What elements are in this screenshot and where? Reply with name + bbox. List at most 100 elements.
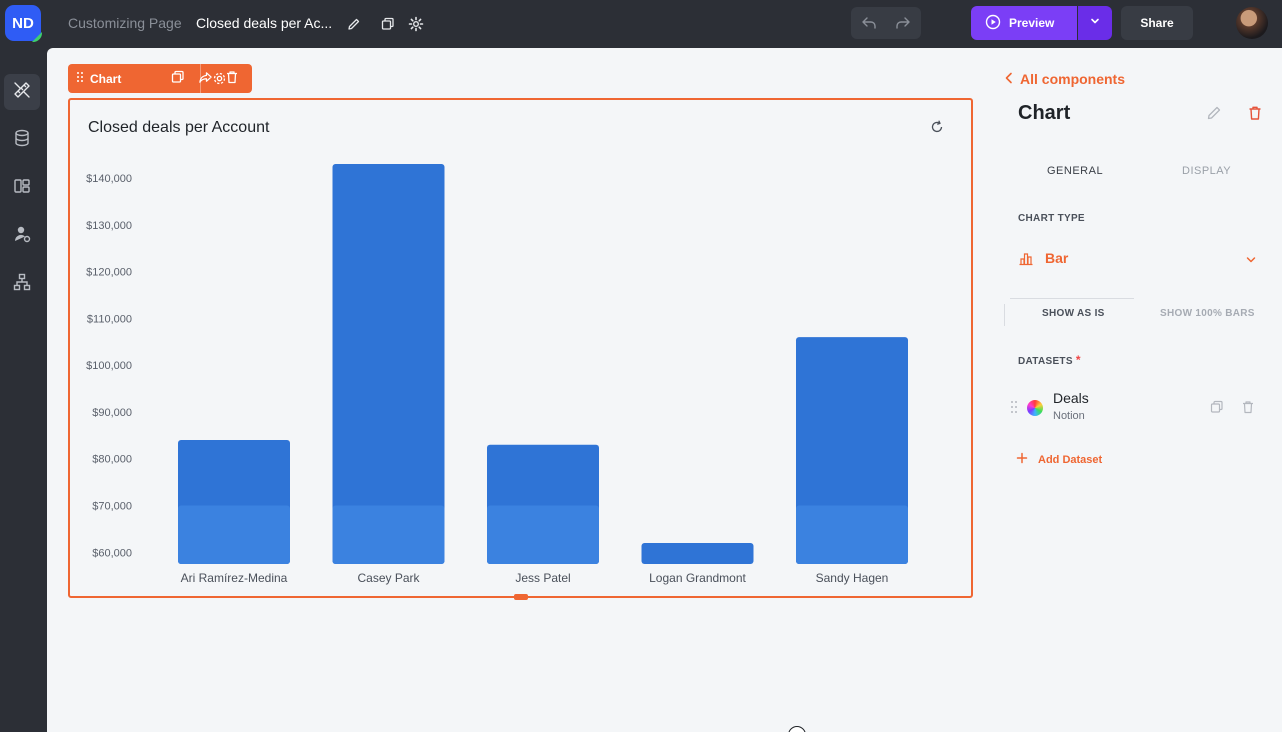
redo-icon[interactable] bbox=[894, 14, 912, 32]
y-tick-label: $110,000 bbox=[87, 313, 132, 325]
panel-tabs: GENERAL DISPLAY bbox=[1006, 158, 1272, 188]
bar[interactable] bbox=[332, 164, 445, 564]
undo-icon[interactable] bbox=[860, 14, 878, 32]
bar-chart: $60,000 $70,000 $80,000 $90,000 $100,000 $110… bbox=[86, 164, 908, 585]
required-mark: * bbox=[1075, 353, 1081, 367]
dataset-duplicate-icon[interactable] bbox=[1210, 400, 1224, 419]
avatar[interactable] bbox=[1236, 7, 1268, 39]
panel-title: Chart bbox=[1018, 102, 1071, 124]
show-as-is-option[interactable]: SHOW AS IS bbox=[1042, 308, 1105, 319]
component-share-icon[interactable] bbox=[198, 70, 215, 87]
pencil-icon[interactable] bbox=[344, 14, 364, 34]
bar-lower-segment bbox=[487, 505, 599, 564]
plus-icon bbox=[1016, 452, 1028, 467]
resize-handle[interactable] bbox=[514, 594, 528, 600]
design-tools-icon bbox=[12, 80, 32, 105]
bar[interactable] bbox=[178, 440, 290, 564]
gear-icon[interactable] bbox=[406, 14, 426, 34]
bar[interactable] bbox=[796, 337, 908, 564]
bar-fill bbox=[641, 542, 754, 564]
bar-lower-segment bbox=[178, 505, 290, 564]
y-tick-label: $60,000 bbox=[92, 547, 132, 559]
bar-chart-icon bbox=[1018, 250, 1034, 271]
layout-icon bbox=[12, 176, 32, 201]
y-tick-label: $120,000 bbox=[86, 267, 132, 279]
y-tick-label: $140,000 bbox=[86, 173, 132, 185]
dataset-name: Deals bbox=[1053, 390, 1089, 406]
bar[interactable] bbox=[487, 444, 599, 564]
duplicate-icon[interactable] bbox=[378, 14, 398, 34]
show-100-bars-option[interactable]: SHOW 100% BARS bbox=[1160, 308, 1255, 319]
dataset-item[interactable]: Deals Notion bbox=[1010, 388, 1262, 428]
chart-component[interactable]: Closed deals per Account $60,000 $70,000 $… bbox=[68, 98, 973, 600]
dataset-source: Notion bbox=[1053, 410, 1085, 422]
datasets-label: DATASETS * bbox=[1018, 353, 1081, 367]
y-tick-label: $70,000 bbox=[92, 501, 132, 513]
preview-options-button[interactable] bbox=[1078, 6, 1112, 40]
segment-divider bbox=[1004, 304, 1005, 326]
all-components-link[interactable]: All components bbox=[1004, 71, 1125, 87]
play-circle-icon bbox=[985, 14, 1001, 33]
breadcrumb[interactable]: Customizing Page bbox=[68, 15, 182, 31]
sitemap-icon bbox=[12, 272, 32, 297]
bar-fill bbox=[332, 164, 445, 564]
bar-lower-segment bbox=[796, 505, 908, 564]
dataset-color-icon[interactable] bbox=[1027, 400, 1043, 416]
x-category-label: Casey Park bbox=[357, 571, 420, 585]
bar-mode-toggle: SHOW AS IS SHOW 100% BARS bbox=[1004, 298, 1270, 328]
y-tick-label: $90,000 bbox=[92, 407, 132, 419]
x-category-label: Logan Grandmont bbox=[649, 571, 746, 585]
rail-item-data[interactable] bbox=[4, 122, 40, 158]
rail-item-users[interactable] bbox=[4, 218, 40, 254]
y-tick-label: $130,000 bbox=[86, 220, 132, 232]
add-dataset-label: Add Dataset bbox=[1038, 453, 1103, 466]
component-type-label: Chart bbox=[90, 71, 122, 86]
chevron-left-icon bbox=[1004, 71, 1014, 87]
drag-dots-icon[interactable] bbox=[1010, 400, 1018, 419]
chart-type-value: Bar bbox=[1045, 250, 1069, 266]
tab-display[interactable]: DISPLAY bbox=[1182, 165, 1232, 177]
x-category-label: Ari Ramírez-Medina bbox=[181, 571, 288, 585]
app-logo[interactable]: ND bbox=[5, 5, 42, 42]
tab-general[interactable]: GENERAL bbox=[1047, 165, 1104, 177]
dataset-delete-icon[interactable] bbox=[1241, 400, 1255, 419]
chart-type-label: CHART TYPE bbox=[1018, 213, 1085, 224]
rail-item-pages[interactable] bbox=[4, 170, 40, 206]
add-dataset-button[interactable]: Add Dataset bbox=[1016, 452, 1102, 467]
preview-label: Preview bbox=[1009, 16, 1055, 30]
drag-handle[interactable]: Chart bbox=[76, 64, 121, 93]
segment-active-indicator bbox=[1010, 298, 1134, 299]
all-components-label: All components bbox=[1020, 71, 1126, 87]
rail-item-design[interactable] bbox=[4, 74, 40, 110]
delete-component-icon[interactable] bbox=[1247, 105, 1265, 123]
user-settings-icon bbox=[12, 224, 32, 249]
bar-lower-segment bbox=[332, 505, 445, 564]
left-rail bbox=[0, 48, 47, 732]
logo-text: ND bbox=[12, 14, 34, 32]
chart-type-select[interactable]: Bar bbox=[1018, 248, 1262, 270]
component-duplicate-icon[interactable] bbox=[171, 70, 188, 87]
component-delete-icon[interactable] bbox=[225, 70, 242, 87]
x-category-label: Jess Patel bbox=[515, 571, 570, 585]
chevron-down-icon bbox=[1245, 253, 1257, 271]
y-tick-label: $100,000 bbox=[86, 360, 132, 372]
page-title[interactable]: Closed deals per Ac... bbox=[196, 15, 333, 31]
x-category-label: Sandy Hagen bbox=[816, 571, 889, 585]
share-button[interactable]: Share bbox=[1121, 6, 1193, 40]
chart-title: Closed deals per Account bbox=[88, 119, 270, 136]
undo-redo-group bbox=[851, 7, 921, 39]
preview-button[interactable]: Preview bbox=[971, 6, 1077, 40]
component-settings-icon[interactable] bbox=[211, 70, 228, 87]
chevron-down-icon bbox=[1089, 14, 1101, 32]
logo-corner-accent bbox=[32, 32, 42, 42]
y-tick-label: $80,000 bbox=[92, 454, 132, 466]
drag-dots-icon bbox=[76, 71, 84, 86]
datasets-label-text: DATASETS bbox=[1018, 356, 1073, 367]
properties-panel: All components Chart GENERAL DISPLAY CHA… bbox=[996, 48, 1282, 732]
database-icon bbox=[12, 128, 32, 153]
bar[interactable] bbox=[641, 542, 754, 564]
refresh-icon[interactable] bbox=[930, 120, 946, 136]
chart-component-toolbar: Chart bbox=[68, 64, 252, 93]
rename-pencil-icon[interactable] bbox=[1206, 105, 1224, 123]
rail-item-structure[interactable] bbox=[4, 266, 40, 302]
